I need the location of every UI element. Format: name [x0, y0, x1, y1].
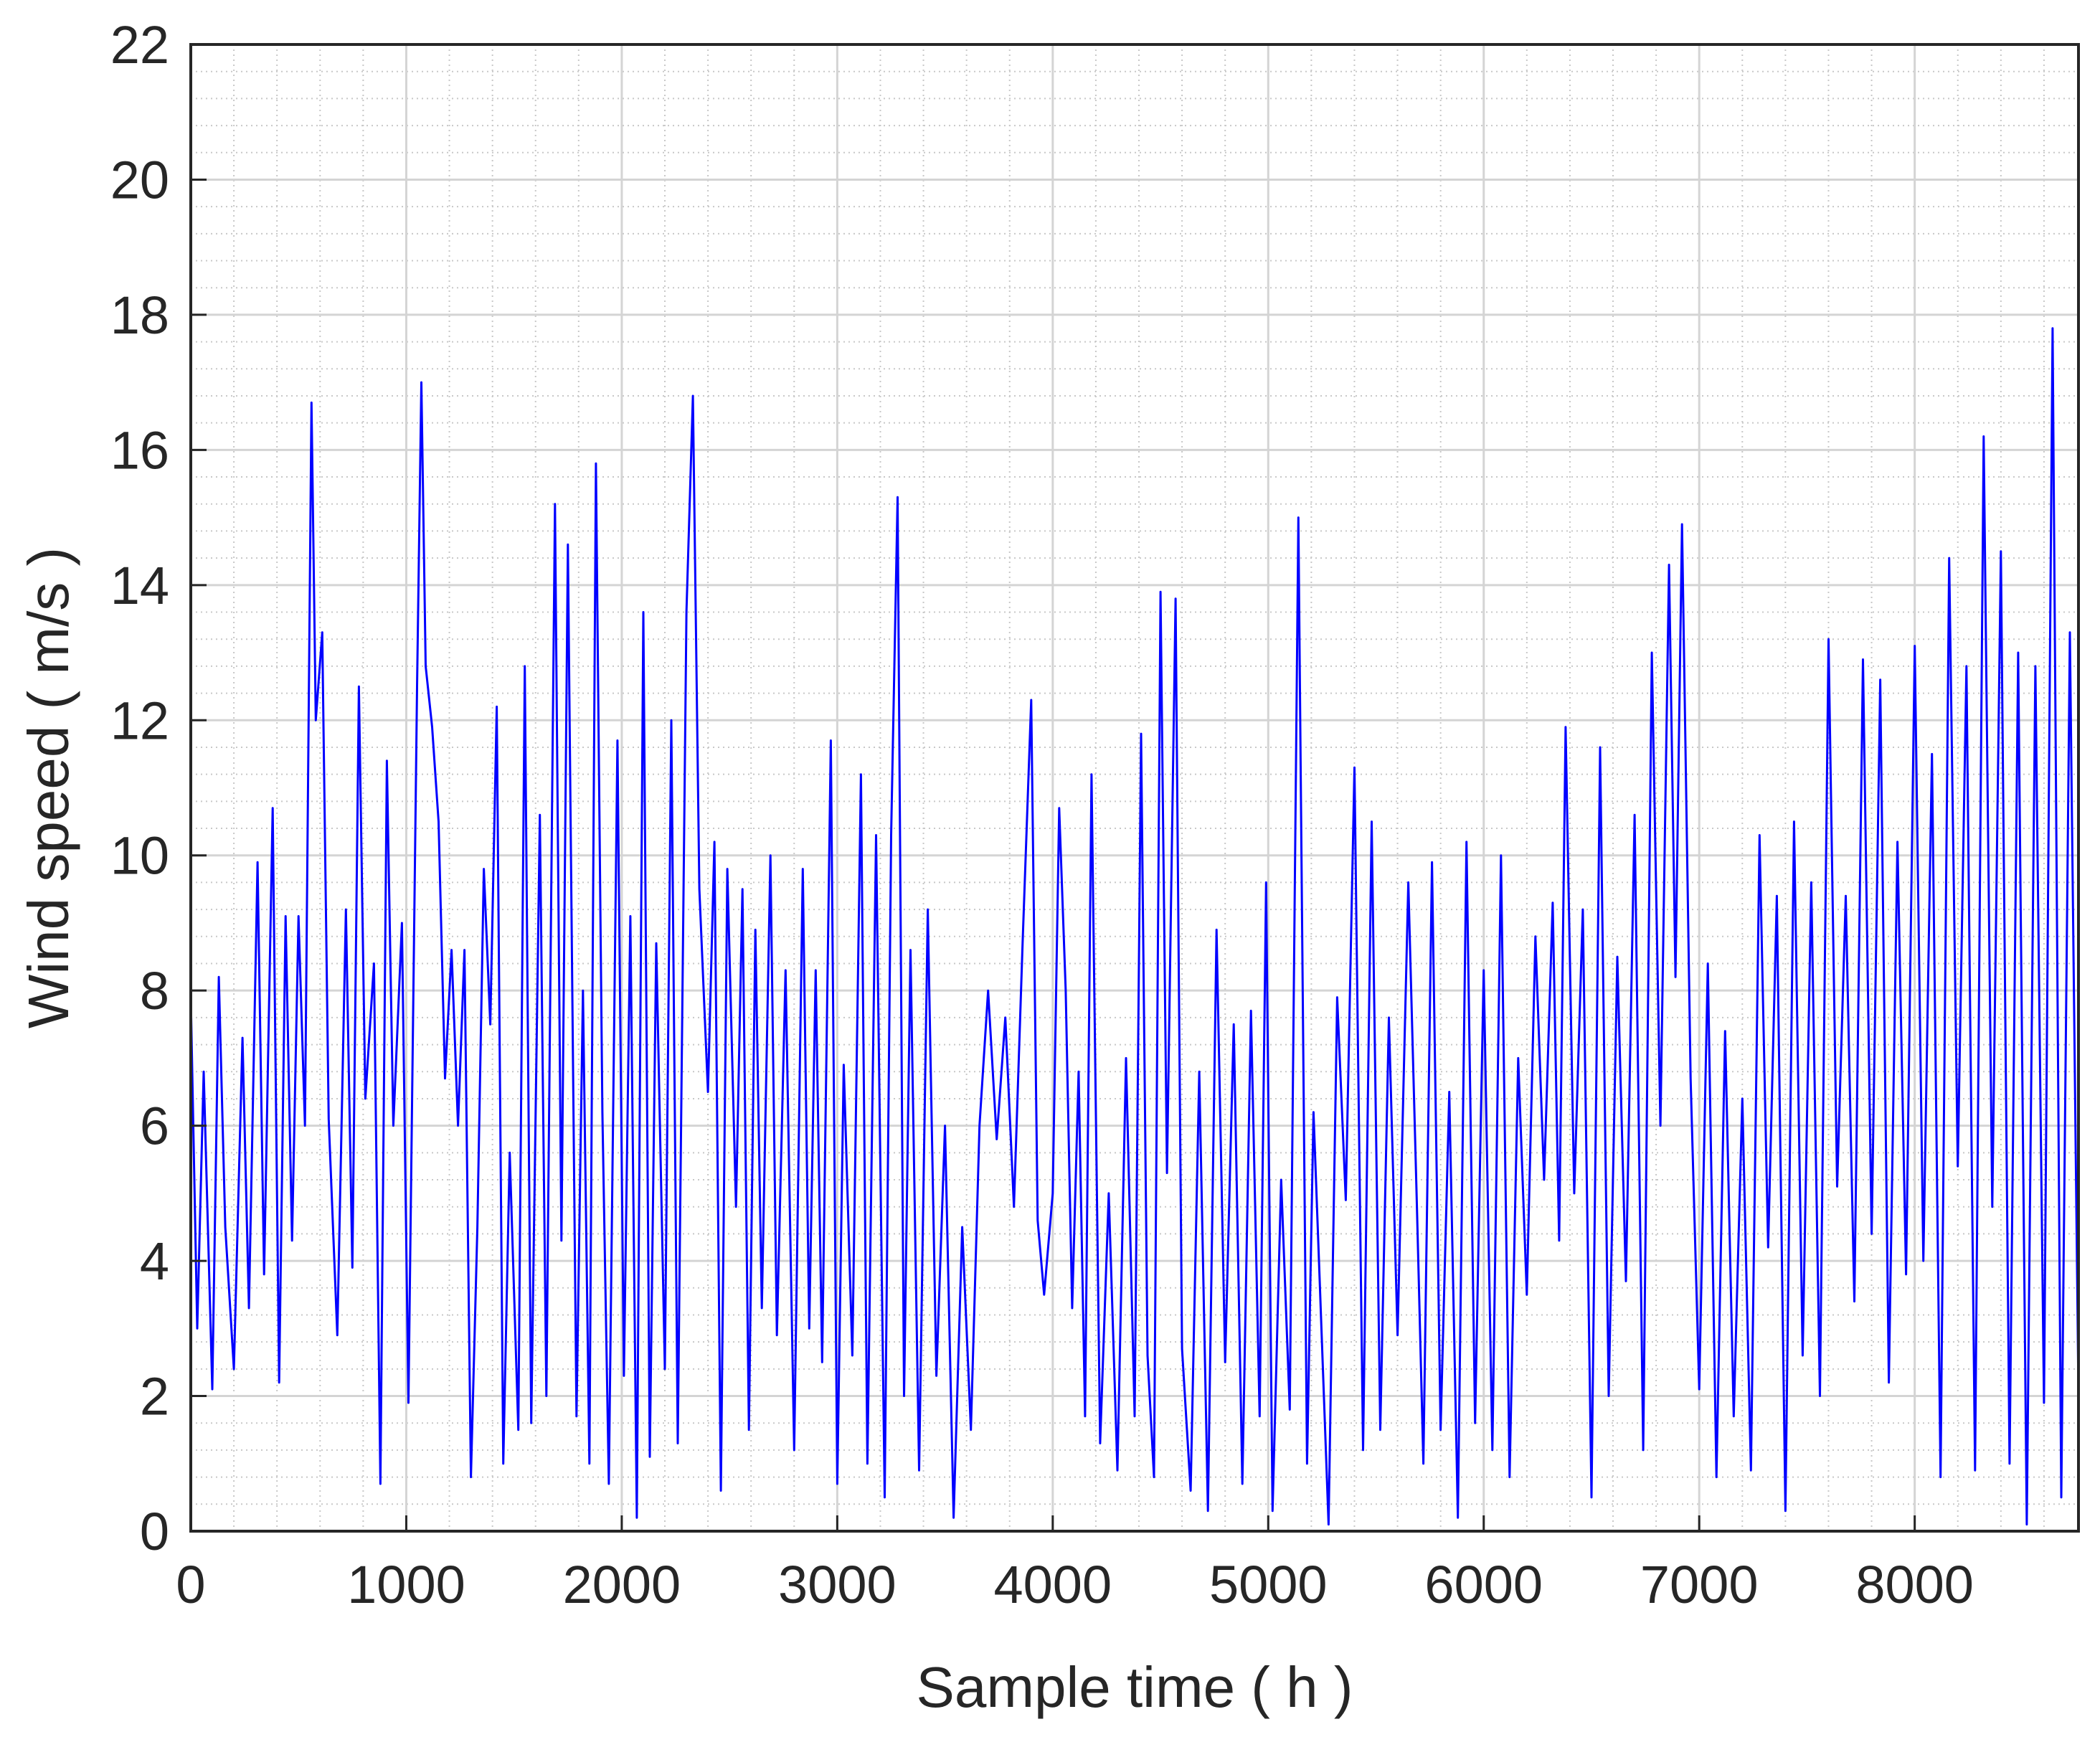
y-tick-label: 6: [140, 1097, 169, 1156]
x-tick-label: 3000: [778, 1555, 897, 1614]
y-tick-label: 4: [140, 1231, 169, 1291]
y-tick-label: 16: [110, 420, 169, 480]
y-tick-label: 22: [110, 15, 169, 75]
y-tick-label: 12: [110, 691, 169, 750]
x-tick-label: 8000: [1855, 1555, 1974, 1614]
y-tick-label: 20: [110, 150, 169, 209]
y-tick-label: 8: [140, 961, 169, 1021]
x-axis: 0 1000 2000 3000 4000 5000 6000 7000 8000: [176, 1515, 1974, 1614]
y-axis: 0 2 4 6 8 10 12 14 16 18 20 22: [110, 15, 207, 1561]
x-tick-label: 1000: [347, 1555, 465, 1614]
x-tick-label: 5000: [1209, 1555, 1328, 1614]
y-tick-label: 0: [140, 1502, 169, 1561]
x-tick-label: 2000: [563, 1555, 681, 1614]
y-tick-label: 2: [140, 1367, 169, 1426]
x-tick-label: 7000: [1640, 1555, 1759, 1614]
y-axis-title: Wind speed ( m/s ): [16, 547, 80, 1028]
series-layer: [189, 327, 2080, 1526]
minor-grid: [191, 44, 2078, 1531]
plot-frame: [189, 43, 2080, 1533]
x-axis-title: Sample time ( h ): [916, 1655, 1353, 1719]
x-tick-label: 6000: [1424, 1555, 1543, 1614]
y-tick-label: 10: [110, 826, 169, 886]
y-tick-label: 14: [110, 556, 169, 615]
series-line-0: [189, 327, 2080, 1526]
x-tick-label: 0: [176, 1555, 205, 1614]
x-tick-label: 4000: [994, 1555, 1112, 1614]
y-tick-label: 18: [110, 285, 169, 345]
